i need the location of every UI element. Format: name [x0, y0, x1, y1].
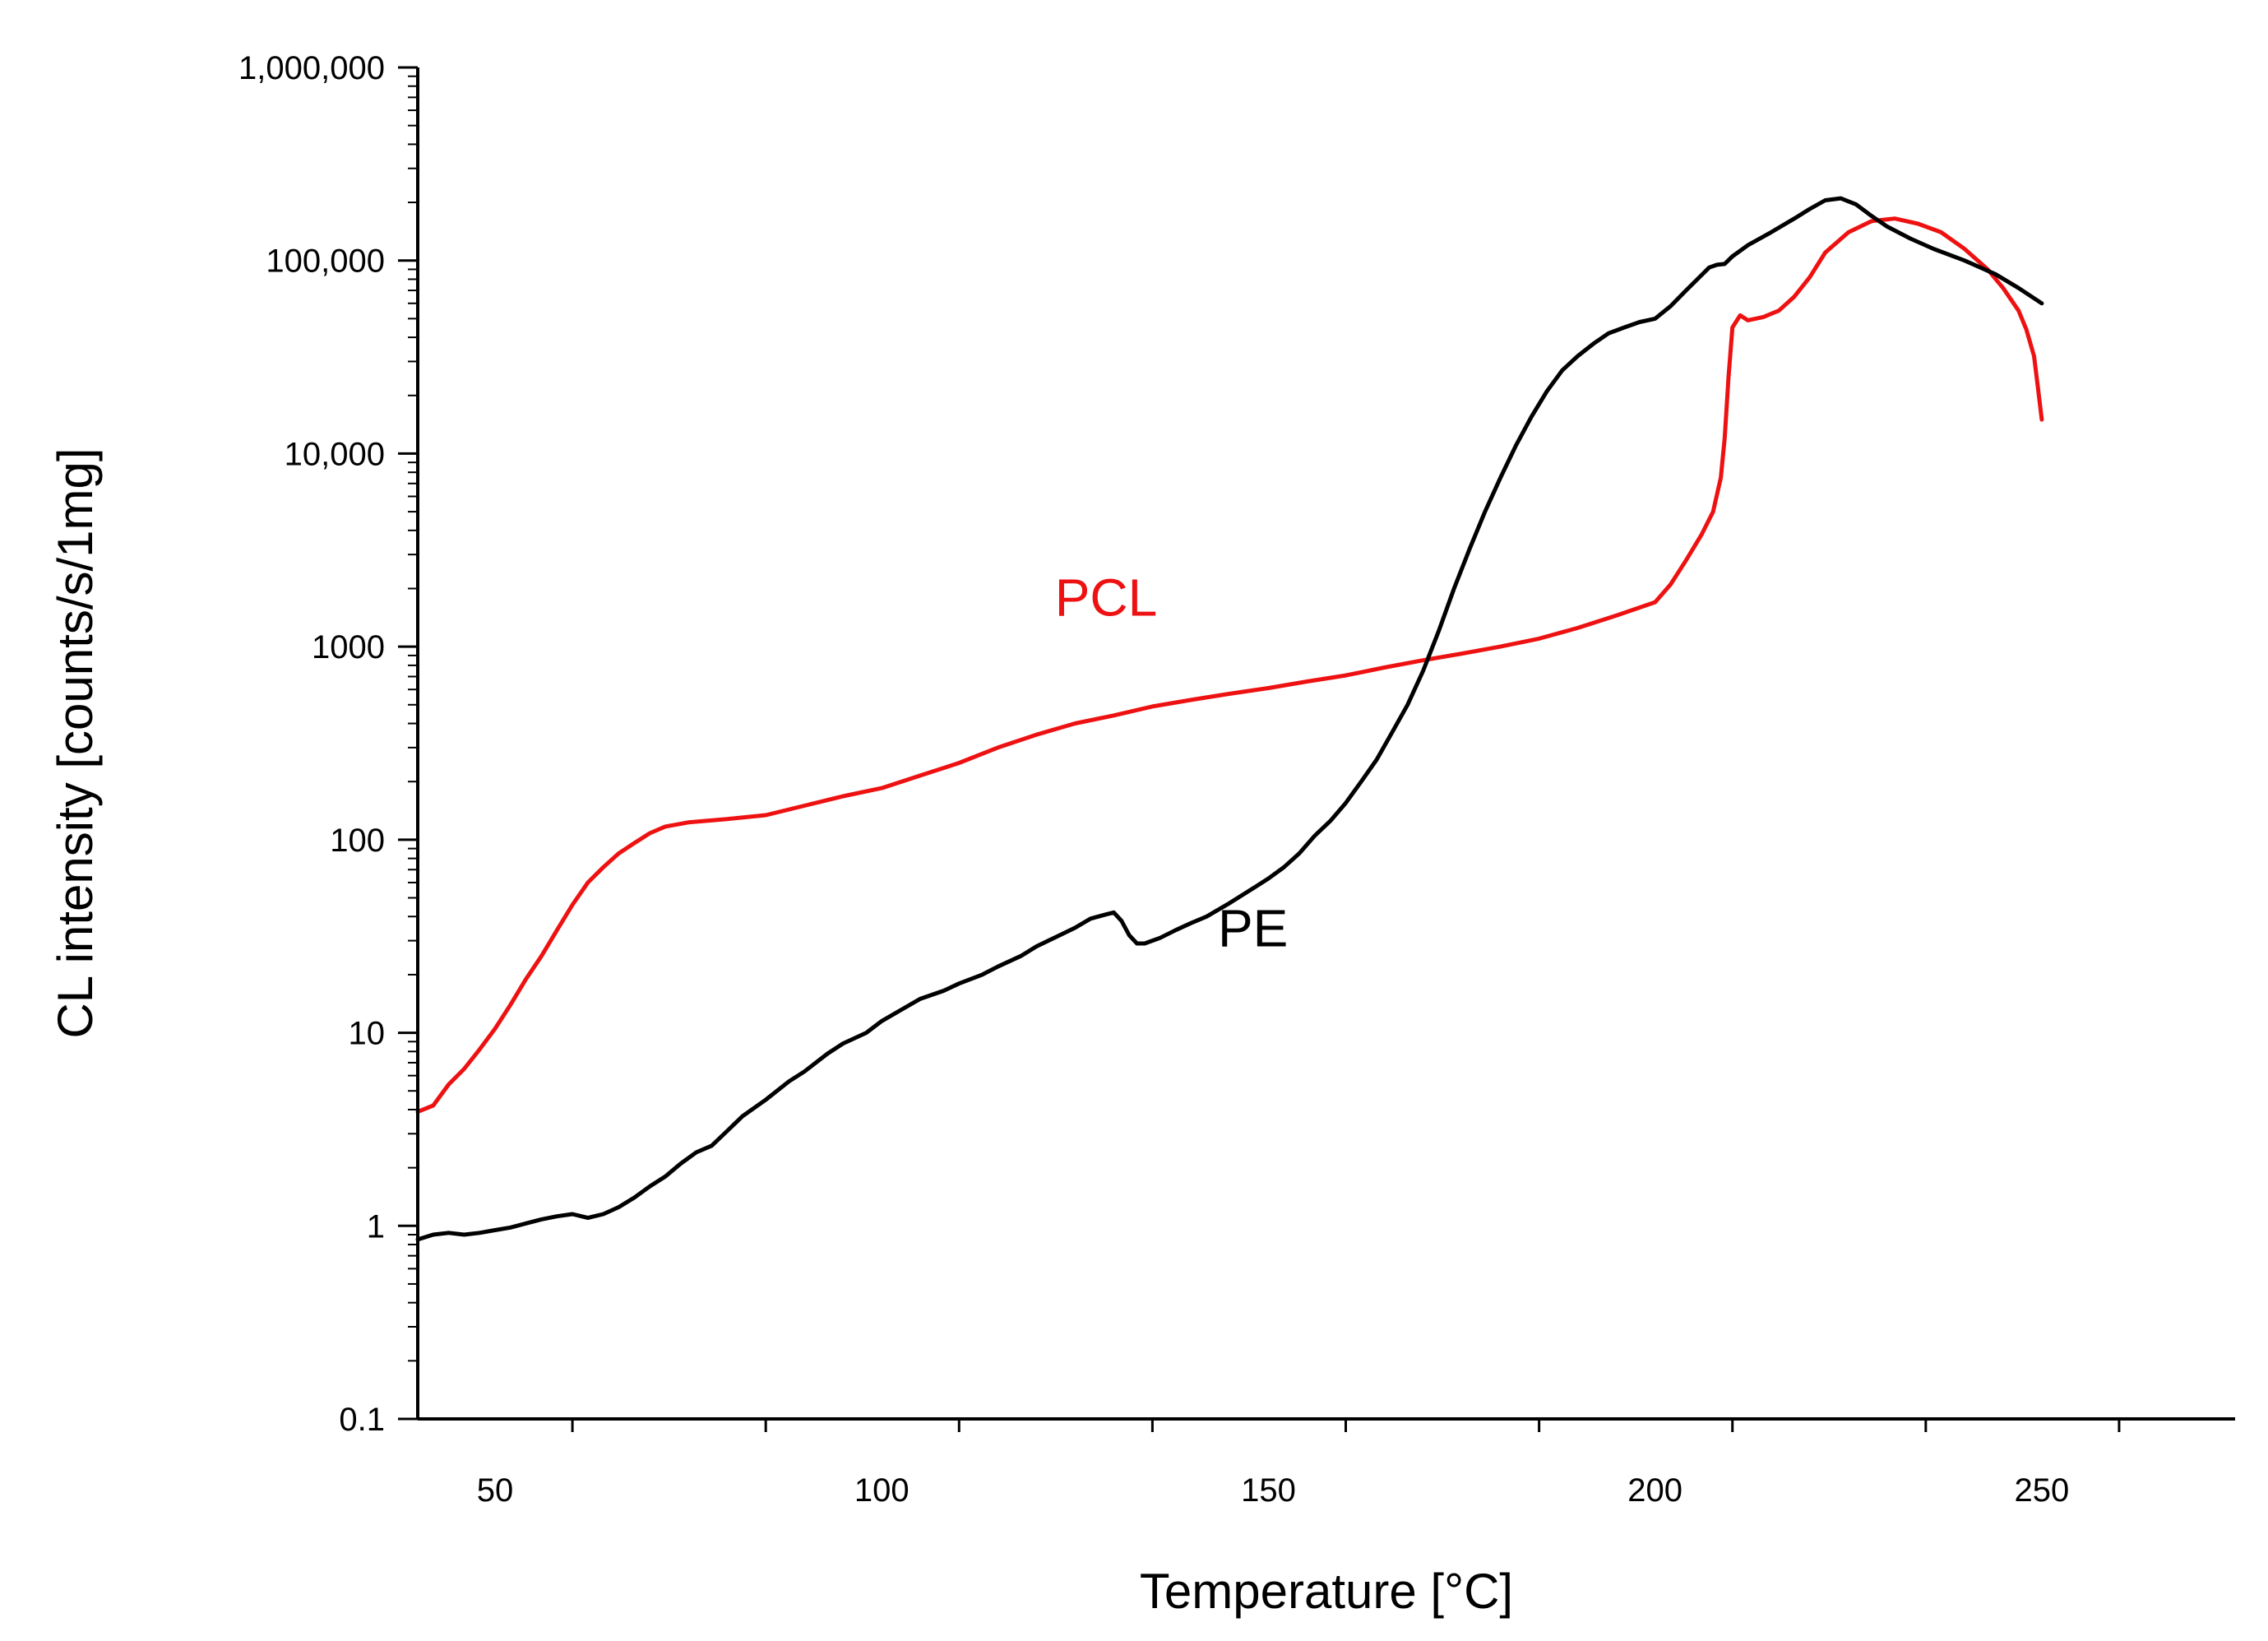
series-line-pcl [415, 216, 2044, 1115]
series-labels: PCL PE [1055, 568, 1289, 957]
x-tick-label: 100 [854, 1472, 910, 1509]
y-tick-label: 10 [349, 1016, 386, 1052]
y-tick-label: 1000 [312, 629, 385, 665]
y-tick-label: 1,000,000 [238, 50, 385, 86]
y-tick-label: 100 [330, 823, 385, 859]
series-line-pe [415, 196, 2044, 1242]
x-tick-label: 50 [477, 1472, 514, 1509]
x-tick-label: 200 [1627, 1472, 1682, 1509]
y-tick-label: 0.1 [339, 1402, 385, 1438]
x-axis-title: Temperature [°C] [1140, 1564, 1513, 1619]
series-label-pe: PE [1218, 899, 1288, 958]
y-tick-label: 1 [367, 1208, 385, 1245]
x-tick-label: 250 [2015, 1472, 2070, 1509]
y-tick-label: 10,000 [285, 436, 385, 472]
series-label-pcl: PCL [1055, 568, 1158, 627]
y-axis-ticks: 0.1 1 10 100 1000 10,000 100,000 1,000,000 [238, 50, 418, 1438]
plot-area [415, 196, 2044, 1242]
x-tick-label: 150 [1241, 1472, 1296, 1509]
x-axis-ticks: 50 100 150 200 250 [477, 1419, 2121, 1509]
y-tick-label: 100,000 [266, 243, 385, 280]
y-axis-title: CL intensity [counts/s/1mg] [48, 447, 103, 1038]
